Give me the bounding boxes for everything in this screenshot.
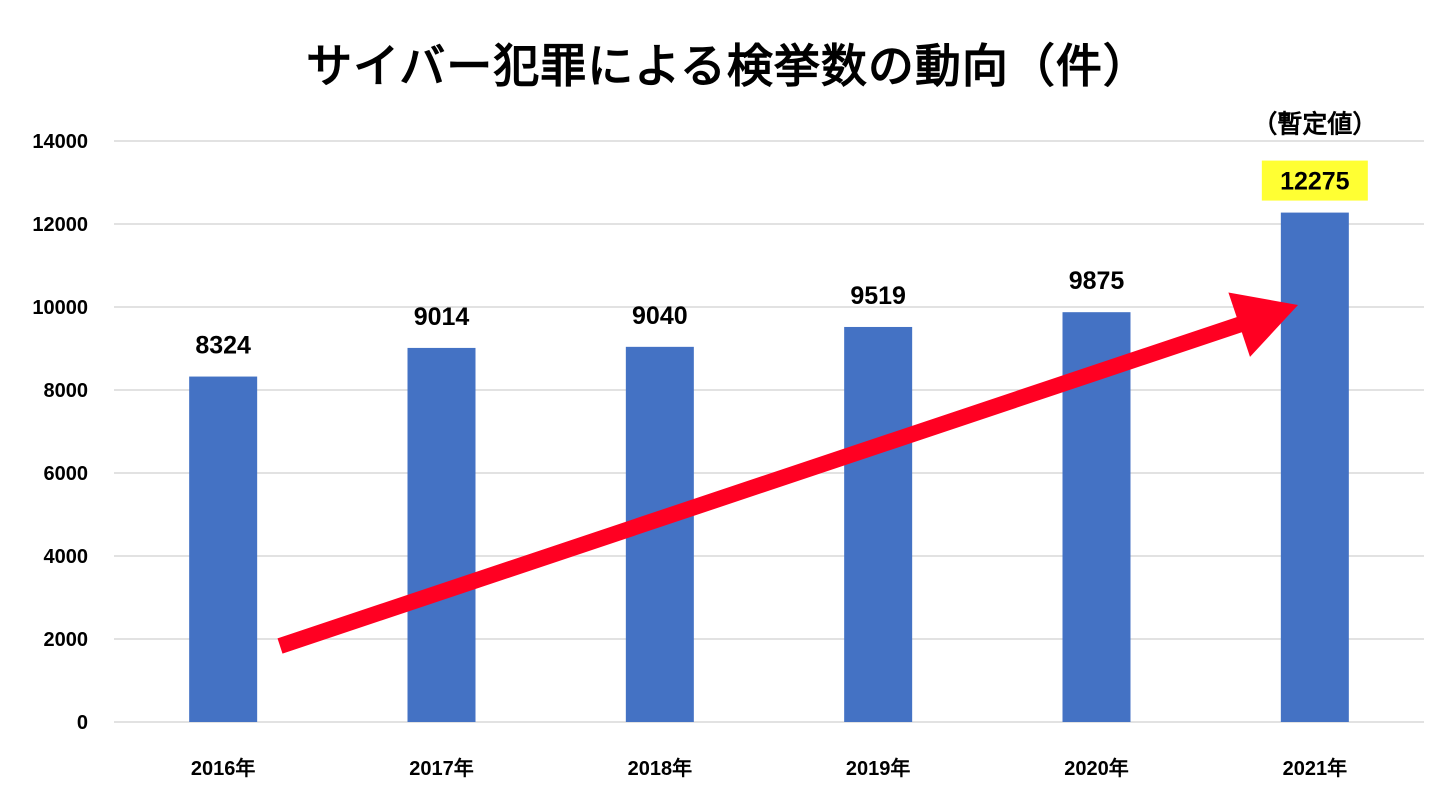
y-tick-label: 14000	[32, 131, 88, 153]
annotation-label: （暫定値）	[1252, 110, 1377, 139]
data-label: 9519	[850, 282, 906, 310]
bar	[844, 326, 913, 722]
data-label-highlight	[1261, 160, 1368, 201]
gridlines	[114, 140, 1424, 723]
annotation: （暫定値）	[1252, 110, 1377, 139]
data-label: 9875	[1069, 267, 1125, 295]
bars	[189, 212, 1349, 722]
trend-arrow-shape	[277, 292, 1298, 654]
x-tick-label: 2017年	[409, 756, 474, 780]
x-axis-ticks: 2016年 2017年 2018年 2019年 2020年 2021年	[191, 756, 1347, 780]
x-tick-label: 2019年	[846, 756, 911, 780]
chart-title: サイバー犯罪による検挙数の動向（件）	[306, 39, 1150, 93]
bar	[189, 376, 258, 722]
x-tick-label: 2020年	[1064, 756, 1129, 780]
data-labels: 8324 9014 9040 9519 9875 12275	[195, 160, 1368, 360]
x-tick-label: 2016年	[191, 756, 256, 780]
trend-arrow	[277, 292, 1298, 654]
y-axis-ticks: 0 2000 4000 6000 8000 10000 12000 14000	[32, 131, 88, 734]
x-tick-label: 2018年	[628, 756, 693, 780]
data-label: 9014	[414, 303, 470, 331]
data-label: 9040	[632, 302, 688, 330]
data-label: 8324	[195, 332, 251, 360]
bar	[407, 347, 476, 722]
x-tick-label: 2021年	[1283, 756, 1348, 780]
bar	[1280, 212, 1349, 722]
y-tick-label: 2000	[44, 629, 89, 651]
y-tick-label: 8000	[44, 380, 89, 402]
y-tick-label: 0	[77, 712, 88, 734]
data-label: 12275	[1280, 168, 1350, 196]
y-tick-label: 12000	[32, 214, 88, 236]
y-tick-label: 6000	[44, 463, 89, 485]
y-tick-label: 4000	[44, 546, 89, 568]
y-tick-label: 10000	[32, 297, 88, 319]
